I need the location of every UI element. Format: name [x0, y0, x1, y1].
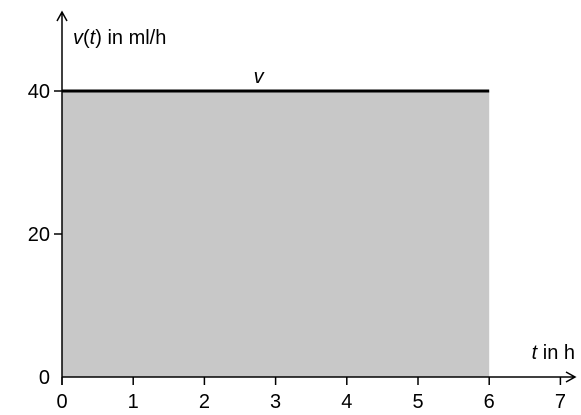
- x-tick-label: 3: [270, 391, 281, 413]
- x-axis-arrow: [565, 371, 577, 383]
- x-tick-label: 7: [555, 391, 566, 413]
- y-tick-label: 0: [39, 367, 50, 389]
- x-tick-label: 5: [412, 391, 423, 413]
- x-tick-label: 1: [128, 391, 139, 413]
- x-tick-label: 2: [199, 391, 210, 413]
- y-axis-label: v(t) in ml/h: [73, 27, 166, 49]
- series-label: v: [254, 66, 265, 88]
- y-tick-label: 20: [28, 224, 50, 246]
- area-under-curve: [62, 91, 490, 377]
- y-axis-arrow: [56, 10, 68, 22]
- x-tick-label: 4: [341, 391, 352, 413]
- y-tick-label: 40: [28, 81, 50, 103]
- x-axis-label: t in h: [532, 342, 575, 364]
- x-tick-label: 0: [56, 391, 67, 413]
- x-tick-label: 6: [484, 391, 495, 413]
